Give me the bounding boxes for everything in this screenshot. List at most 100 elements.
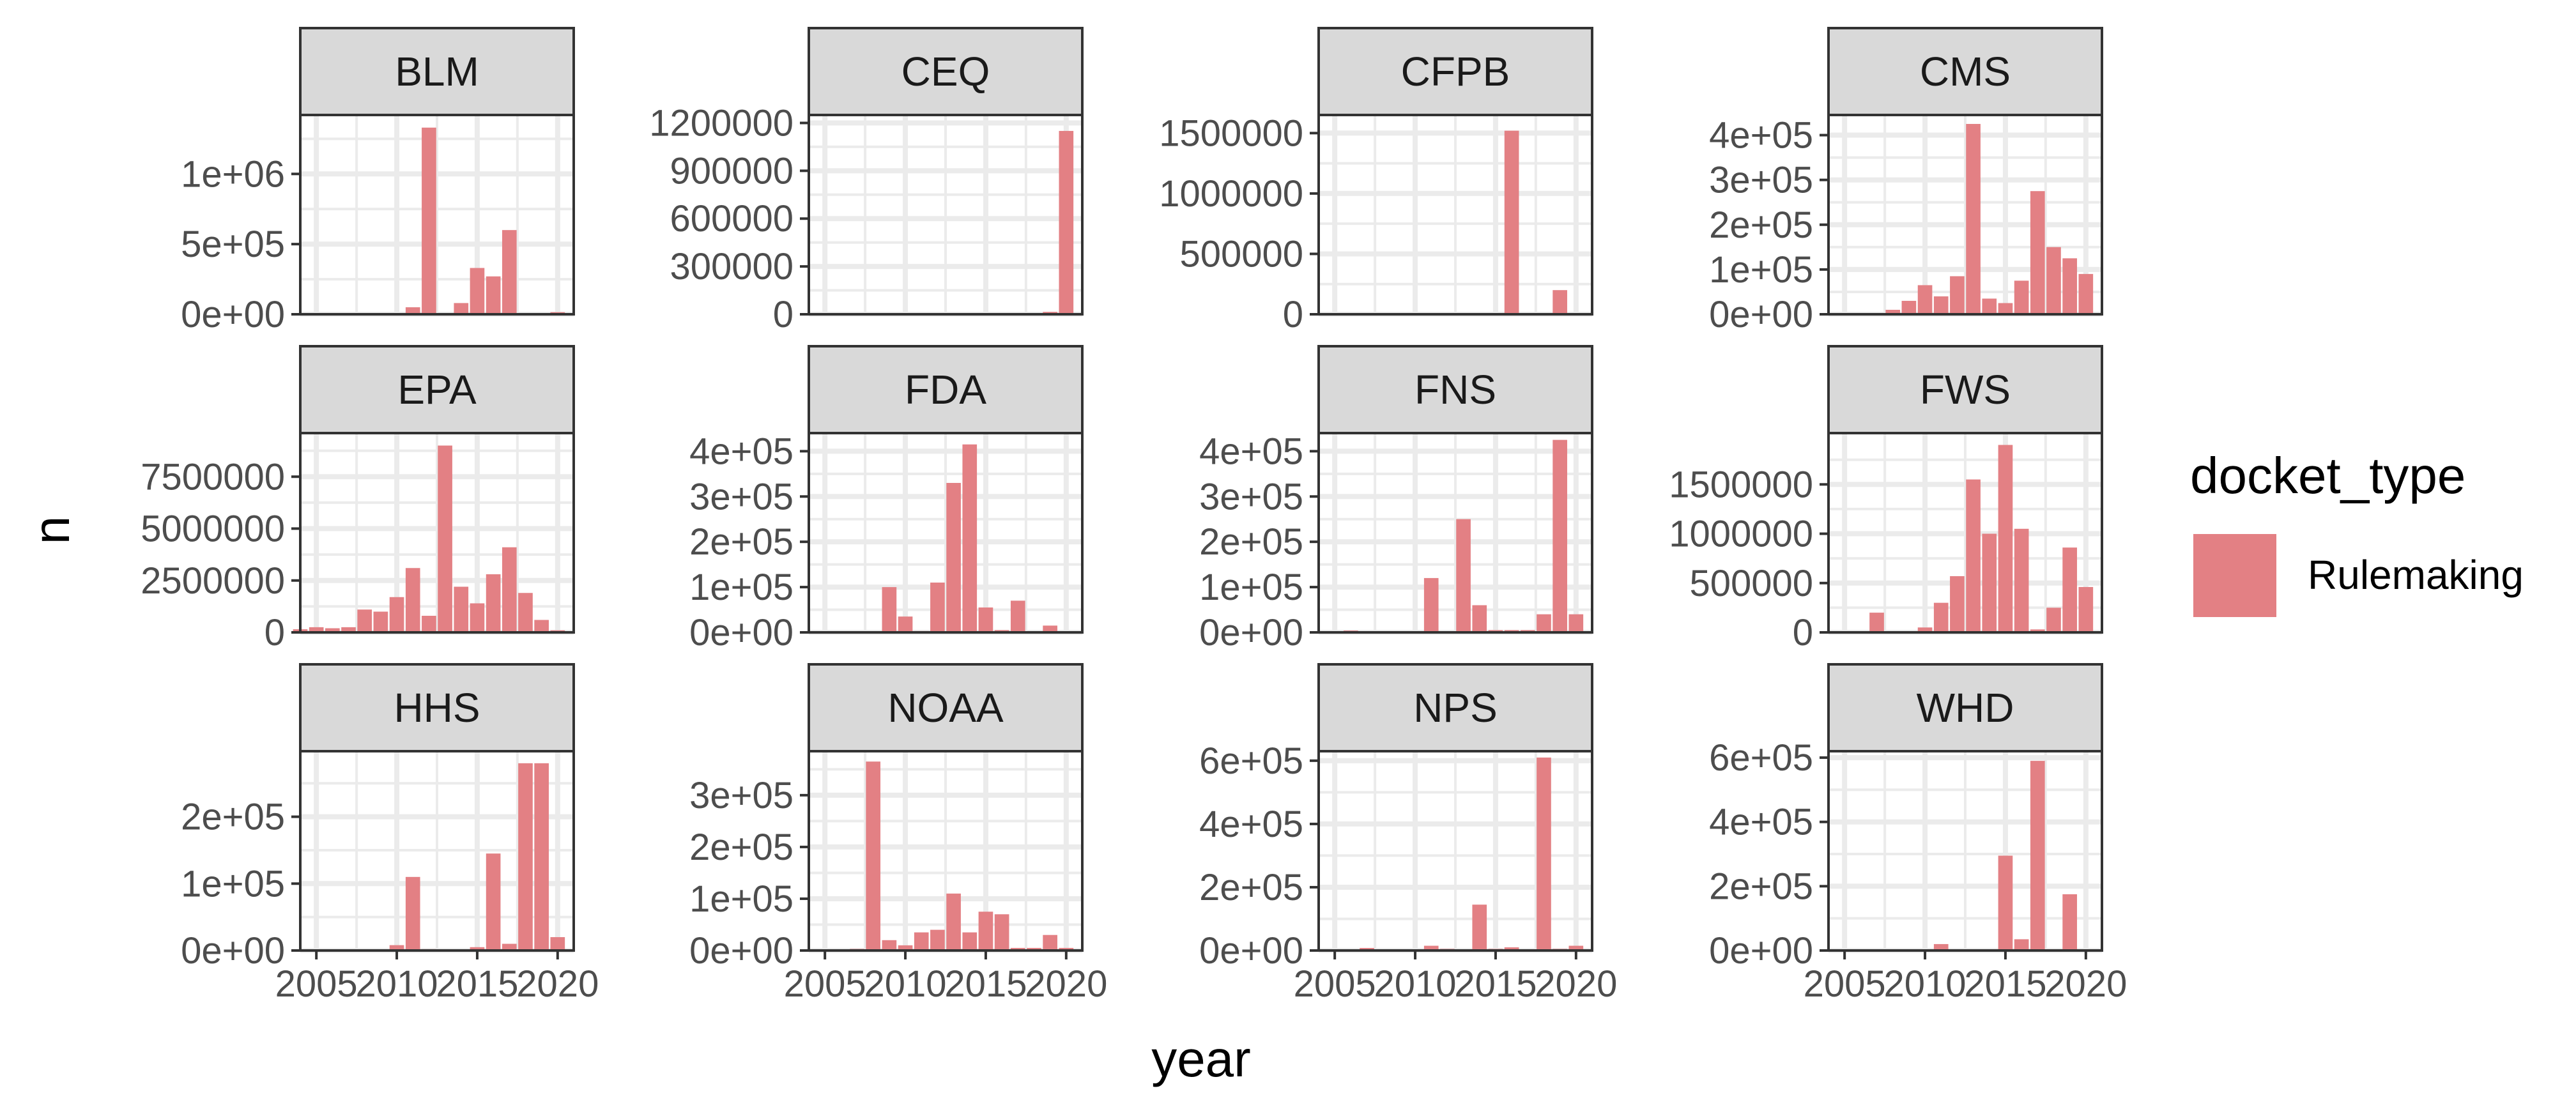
panel-strip-whd — [1827, 663, 2103, 752]
bar-fws-2020 — [2078, 586, 2094, 632]
panel-title-cfpb: CFPB — [1401, 49, 1510, 95]
x-tick-label-hhs: 2020 — [516, 963, 599, 1005]
y-tick-label-whd: 6e+05 — [1709, 737, 1813, 779]
y-tick-label-epa: 7500000 — [141, 456, 285, 498]
bar-noaa-2009 — [882, 940, 897, 950]
bar-noaa-2020 — [1059, 947, 1074, 950]
bar-fws-2011 — [1933, 602, 1949, 632]
bar-noaa-2010 — [898, 945, 913, 950]
y-tick-label-blm: 5e+05 — [181, 224, 285, 265]
bar-epa-2008 — [357, 609, 372, 632]
y-tick-label-fns: 2e+05 — [1199, 521, 1303, 563]
bar-epa-2017 — [502, 547, 517, 632]
y-tick-label-whd: 4e+05 — [1709, 802, 1813, 843]
y-tick-label-ceq: 300000 — [670, 246, 793, 287]
bar-noaa-2016 — [994, 914, 1009, 950]
panel-strip-epa — [299, 345, 575, 434]
y-tick-label-noaa: 3e+05 — [689, 775, 793, 816]
x-tick-label-hhs: 2015 — [436, 963, 518, 1005]
y-tick-label-blm: 0e+00 — [181, 294, 285, 335]
bar-noaa-2014 — [962, 932, 977, 950]
x-tick-label-nps: 2005 — [1294, 963, 1376, 1005]
y-tick-label-fda: 3e+05 — [689, 476, 793, 517]
legend-title: docket_type — [2190, 447, 2465, 504]
y-tick-label-fda: 0e+00 — [689, 612, 793, 653]
bar-cms-2018 — [2046, 247, 2061, 314]
x-axis-title: year — [1151, 1030, 1251, 1087]
bar-blm-2011 — [405, 307, 420, 314]
bar-fws-2013 — [1966, 479, 1981, 632]
bar-epa-2019 — [534, 620, 549, 632]
bar-fns-2018 — [1537, 614, 1551, 632]
bar-noaa-2008 — [866, 761, 881, 950]
y-tick-label-noaa: 0e+00 — [689, 930, 793, 972]
y-tick-label-ceq: 0 — [773, 294, 793, 335]
y-tick-label-cms: 0e+00 — [1709, 294, 1813, 335]
y-axis-title: n — [23, 516, 80, 545]
bar-nps-2011 — [1423, 945, 1439, 950]
panel-title-epa: EPA — [397, 367, 477, 413]
panel-border-fns — [1317, 432, 1593, 634]
x-tick-label-nps: 2020 — [1535, 963, 1617, 1005]
y-tick-label-nps: 4e+05 — [1199, 804, 1303, 845]
bar-epa-2011 — [405, 568, 420, 632]
bar-fda-2014 — [962, 444, 977, 632]
facet-panels: BLM 0e+00 5e+05 1e+06 CEQ 0 300000 600000 900000… — [141, 27, 2127, 1005]
y-tick-label-fda: 2e+05 — [689, 521, 793, 563]
bar-fws-2016 — [2014, 528, 2029, 632]
x-tick-label-noaa: 2010 — [864, 963, 947, 1005]
bar-noaa-2015 — [978, 912, 993, 950]
bar-fws-2012 — [1950, 576, 1965, 632]
panel-border-cfpb — [1317, 114, 1593, 316]
x-tick-label-whd: 2010 — [1884, 963, 1966, 1005]
bar-cms-2014 — [1982, 298, 1997, 314]
bar-fda-2019 — [1043, 625, 1057, 632]
y-tick-label-cfpb: 0 — [1283, 294, 1303, 335]
bar-fws-2015 — [1998, 445, 2013, 632]
panel-title-fws: FWS — [1920, 367, 2011, 413]
panel-title-cms: CMS — [1920, 49, 2011, 95]
bar-whd-2015 — [1998, 855, 2013, 950]
bar-hhs-2020 — [550, 937, 565, 950]
bar-noaa-2017 — [1010, 947, 1025, 950]
panel-border-hhs — [299, 750, 575, 952]
legend-key-rulemaking — [2193, 534, 2276, 617]
y-tick-label-nps: 6e+05 — [1199, 740, 1303, 782]
bar-epa-2014 — [454, 586, 469, 632]
bar-noaa-2011 — [914, 932, 929, 950]
panel-border-whd — [1827, 750, 2103, 952]
panel-border-epa — [299, 432, 575, 634]
panel-title-noaa: NOAA — [887, 685, 1004, 731]
bar-blm-2014 — [454, 303, 469, 314]
panel-title-fda: FDA — [905, 367, 986, 413]
bar-blm-2017 — [502, 230, 517, 314]
bar-cms-2020 — [2078, 273, 2094, 314]
panel-strip-nps — [1317, 663, 1593, 752]
bar-fws-2014 — [1982, 533, 1997, 632]
panel-border-fda — [808, 432, 1084, 634]
panel-strip-noaa — [808, 663, 1084, 752]
panel-strip-blm — [299, 27, 575, 116]
y-tick-label-fns: 1e+05 — [1199, 567, 1303, 608]
x-tick-label-whd: 2005 — [1804, 963, 1886, 1005]
y-tick-label-cms: 1e+05 — [1709, 249, 1813, 291]
bar-fda-2010 — [898, 616, 913, 632]
bar-fns-2019 — [1552, 439, 1567, 632]
y-tick-label-fns: 0e+00 — [1199, 612, 1303, 653]
bar-fda-2017 — [1010, 600, 1025, 632]
bar-epa-2005 — [309, 627, 324, 632]
bar-epa-2012 — [422, 616, 436, 632]
y-tick-label-ceq: 900000 — [670, 150, 793, 192]
panel-title-whd: WHD — [1917, 685, 2014, 731]
bar-whd-2011 — [1933, 943, 1949, 950]
panel-title-hhs: HHS — [394, 685, 480, 731]
y-tick-label-noaa: 2e+05 — [689, 827, 793, 868]
y-tick-label-fws: 0 — [1793, 612, 1813, 653]
bar-cms-2012 — [1950, 276, 1965, 314]
bar-cms-2013 — [1966, 124, 1981, 315]
y-tick-label-blm: 1e+06 — [181, 153, 285, 195]
bar-fns-2014 — [1472, 605, 1487, 632]
